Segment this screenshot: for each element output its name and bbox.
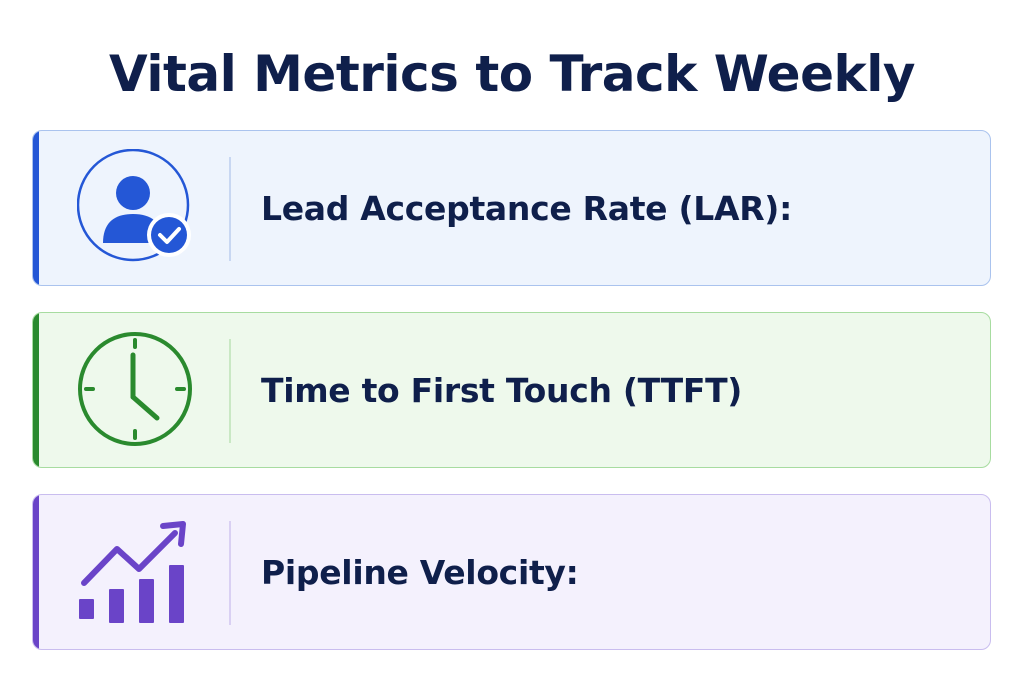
metric-label: Lead Acceptance Rate (LAR): [261, 189, 792, 228]
card-accent-bar [33, 131, 39, 285]
growth-chart-icon [77, 513, 197, 633]
metric-card-pipeline-velocity: Pipeline Velocity: [32, 494, 991, 650]
card-divider [229, 339, 231, 443]
metric-card-time-to-first-touch: Time to First Touch (TTFT) [32, 312, 991, 468]
card-accent-bar [33, 495, 39, 649]
card-divider [229, 521, 231, 625]
metric-card-lead-acceptance-rate: Lead Acceptance Rate (LAR): [32, 130, 991, 286]
page-title: Vital Metrics to Track Weekly [109, 45, 915, 103]
metric-label: Time to First Touch (TTFT) [261, 371, 743, 410]
card-accent-bar [33, 313, 39, 467]
clock-icon [77, 331, 197, 451]
user-check-icon [76, 148, 197, 269]
card-divider [229, 157, 231, 261]
metric-label: Pipeline Velocity: [261, 553, 579, 592]
